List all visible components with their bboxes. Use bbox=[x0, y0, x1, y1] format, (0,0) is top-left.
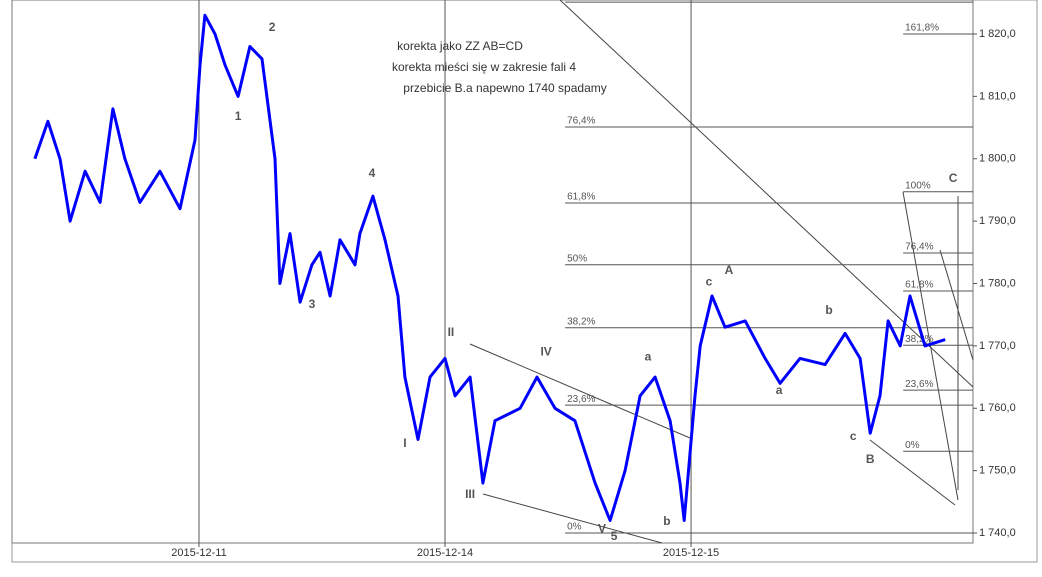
trendline bbox=[939, 249, 974, 361]
wave-label: V bbox=[598, 521, 606, 535]
wave-label: b bbox=[825, 303, 832, 317]
y-tick-label: 1 780,0 bbox=[979, 277, 1016, 289]
wave-label: c bbox=[850, 429, 857, 443]
trendline bbox=[869, 439, 956, 506]
wave-label: 2 bbox=[269, 20, 276, 34]
fib-label: 0% bbox=[567, 522, 582, 533]
fib-label: 50% bbox=[567, 253, 587, 264]
note: przebicie B.a napewno 1740 spadamy bbox=[403, 81, 606, 95]
wave-label: b bbox=[663, 514, 670, 528]
wave-label: I bbox=[403, 436, 406, 450]
fib-label: 61,8% bbox=[567, 192, 595, 203]
plot-area bbox=[11, 0, 974, 544]
trendline bbox=[469, 343, 691, 439]
note: korekta mieści się w zakresie fali 4 bbox=[392, 60, 576, 74]
wave-label: a bbox=[645, 349, 652, 363]
y-tick-label: 1 810,0 bbox=[979, 90, 1016, 102]
wave-label: A bbox=[725, 263, 734, 277]
fib-label: 161,8% bbox=[905, 23, 939, 34]
wave-label: 5 bbox=[611, 529, 618, 543]
fib-label: 23,6% bbox=[905, 379, 933, 390]
fib-label: 100% bbox=[905, 180, 931, 191]
price-line bbox=[33, 13, 946, 522]
y-tick-label: 1 790,0 bbox=[979, 215, 1016, 227]
fib-label: 76,4% bbox=[567, 116, 595, 127]
wave-label: 4 bbox=[369, 166, 376, 180]
wave-label: IV bbox=[540, 344, 551, 358]
wave-label: III bbox=[465, 487, 475, 501]
note: korekta jako ZZ AB=CD bbox=[397, 39, 523, 53]
wave-label: II bbox=[448, 325, 455, 339]
fib-label: 100% bbox=[567, 0, 593, 2]
y-tick-label: 1 740,0 bbox=[979, 527, 1016, 539]
x-tick-label: 2015-12-15 bbox=[663, 547, 719, 559]
y-tick-label: 1 820,0 bbox=[979, 28, 1016, 40]
y-tick-label: 1 800,0 bbox=[979, 153, 1016, 165]
fib-label: 0% bbox=[905, 440, 920, 451]
y-tick-label: 1 750,0 bbox=[979, 465, 1016, 477]
fib-label: 38,2% bbox=[905, 334, 933, 345]
fib-label: 61,8% bbox=[905, 280, 933, 291]
x-tick-label: 2015-12-14 bbox=[417, 547, 473, 559]
y-tick-label: 1 770,0 bbox=[979, 340, 1016, 352]
fib-label: 38,2% bbox=[567, 316, 595, 327]
wave-label: C bbox=[949, 171, 958, 185]
fib-label: 23,6% bbox=[567, 394, 595, 405]
x-tick-label: 2015-12-11 bbox=[171, 547, 226, 559]
wave-label: a bbox=[776, 383, 783, 397]
wave-label: 3 bbox=[309, 297, 316, 311]
wave-label: B bbox=[866, 452, 875, 466]
trendline bbox=[902, 191, 959, 501]
trendline bbox=[482, 493, 663, 544]
wave-label: c bbox=[706, 274, 713, 288]
y-tick-label: 1 760,0 bbox=[979, 402, 1016, 414]
wave-label: 1 bbox=[235, 109, 242, 123]
fib-label: 76,4% bbox=[905, 242, 933, 253]
